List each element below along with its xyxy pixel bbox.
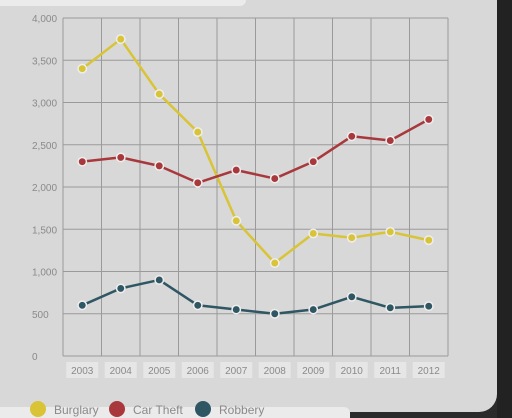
data-point-car-theft: [77, 156, 88, 167]
y-tick-label: 1,000: [32, 268, 57, 279]
y-tick-label: 0: [32, 352, 38, 363]
x-tick-label: 2006: [187, 366, 210, 377]
x-tick-box: [104, 362, 137, 378]
y-tick-label: 500: [32, 310, 49, 321]
data-point-robbery: [385, 302, 396, 313]
series-points: [77, 34, 434, 319]
x-tick-label: 2005: [148, 366, 171, 377]
y-tick-label: 1,500: [32, 225, 57, 236]
y-tick-label: 4,000: [32, 14, 57, 25]
data-point-burglary: [77, 63, 88, 74]
data-point-robbery: [154, 275, 165, 285]
data-point-burglary: [154, 89, 165, 100]
x-tick-label: 2011: [379, 366, 401, 377]
data-point-robbery: [269, 308, 280, 319]
data-point-burglary: [385, 226, 396, 237]
data-point-robbery: [231, 304, 242, 315]
data-point-car-theft: [154, 160, 165, 171]
legend-marker-burglary: [30, 401, 46, 417]
legend-label-burglary: Burglary: [54, 403, 99, 417]
data-point-burglary: [308, 228, 319, 239]
data-point-car-theft: [346, 131, 357, 142]
x-tick-box: [412, 362, 445, 378]
x-tick-box: [220, 362, 253, 378]
x-tick-box: [335, 362, 368, 378]
data-point-car-theft: [192, 177, 203, 188]
data-point-robbery: [308, 304, 319, 315]
x-tick-label: 2009: [302, 366, 325, 377]
grid: [62, 17, 449, 357]
data-point-car-theft: [115, 152, 126, 163]
y-tick-label: 3,000: [32, 99, 57, 110]
data-point-robbery: [346, 291, 357, 302]
x-tick-box: [258, 362, 291, 378]
x-tick-box: [297, 362, 330, 378]
window-edge: [497, 0, 512, 418]
legend-label-car-theft: Car Theft: [133, 403, 183, 417]
data-point-car-theft: [269, 173, 280, 184]
data-point-burglary: [115, 34, 126, 45]
x-tick-box: [374, 362, 407, 378]
series-lines: [81, 37, 430, 315]
data-point-robbery: [115, 283, 126, 294]
x-tick-box: [181, 362, 214, 378]
x-tick-label: 2003: [71, 366, 94, 377]
y-tick-label: 2,000: [32, 183, 57, 194]
data-point-burglary: [423, 235, 434, 246]
series-line-robbery: [81, 278, 429, 315]
series-line-car-theft: [82, 118, 430, 185]
data-point-robbery: [423, 301, 434, 312]
x-tick-label: 2008: [264, 366, 287, 377]
x-tick-label: 2007: [225, 366, 248, 377]
x-tick-box: [143, 362, 176, 378]
data-point-robbery: [192, 300, 203, 311]
top-panel-edge: [0, 0, 246, 6]
x-tick-label: 2004: [110, 366, 133, 377]
y-axis: 0 500 1,000 1,500 2,000 2,500 3,000 3,500 4,000: [32, 14, 57, 363]
y-tick-label: 2,500: [32, 141, 57, 152]
data-point-burglary: [192, 127, 203, 138]
x-tick-label: 2010: [341, 366, 364, 377]
data-point-burglary: [346, 232, 357, 243]
data-point-car-theft: [231, 165, 242, 176]
x-tick-box: [66, 362, 99, 378]
data-point-burglary: [231, 215, 242, 226]
legend-label-robbery: Robbery: [219, 403, 264, 417]
x-axis: 2003 2004 2005 2006 2007 2008 2009 2010 2011 2012: [66, 362, 445, 378]
data-point-robbery: [77, 300, 88, 311]
y-tick-label: 3,500: [32, 56, 57, 67]
data-point-car-theft: [423, 114, 434, 125]
data-point-car-theft: [308, 156, 319, 167]
legend-marker-car-theft: [109, 401, 125, 417]
x-tick-label: 2012: [418, 366, 441, 377]
legend-marker-robbery: [195, 401, 211, 417]
bottom-panel-edge: [0, 407, 350, 418]
series-line-burglary: [81, 37, 430, 265]
data-point-car-theft: [385, 135, 396, 146]
data-point-burglary: [269, 258, 280, 268]
legend: Burglary Car Theft Robbery: [30, 401, 264, 417]
